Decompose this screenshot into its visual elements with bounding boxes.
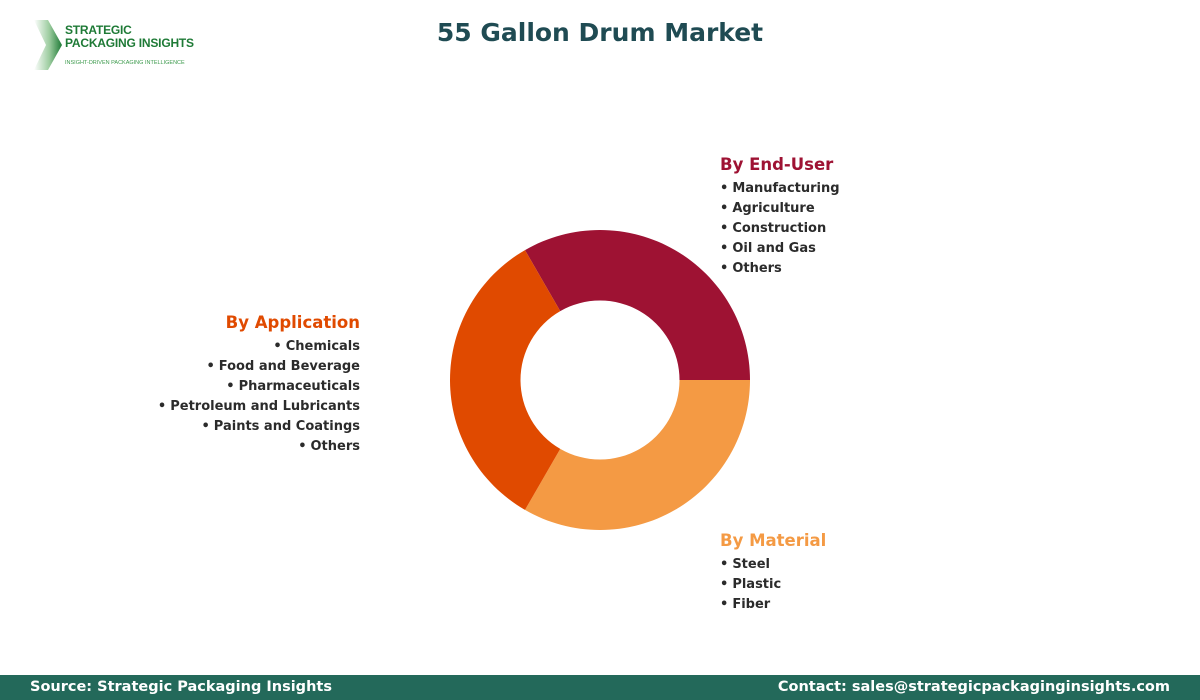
legend-item: • Manufacturing: [720, 179, 840, 199]
legend-heading-application: By Application: [225, 313, 360, 332]
bullet-icon: •: [720, 181, 729, 196]
bullet-icon: •: [298, 439, 307, 454]
donut-segment-by-material: [525, 380, 750, 530]
legend-item: • Fiber: [720, 595, 826, 615]
legend-item-label: Paints and Coatings: [213, 419, 360, 434]
logo-tagline: INSIGHT-DRIVEN PACKAGING INTELLIGENCE: [65, 60, 185, 66]
logo-name: STRATEGIC PACKAGING INSIGHTS: [65, 24, 194, 50]
donut-segment-by-application: [450, 250, 561, 510]
legend-list-material: • Steel • Plastic • Fiber: [720, 555, 826, 615]
legend-item: • Agriculture: [720, 199, 840, 219]
bullet-icon: •: [273, 339, 282, 354]
legend-item-label: Plastic: [732, 577, 782, 592]
donut-segment-by-end-user: [525, 230, 750, 380]
bullet-icon: •: [720, 261, 729, 276]
legend-item-label: Agriculture: [732, 201, 815, 216]
legend-item: • Oil and Gas: [720, 239, 840, 259]
bullet-icon: •: [201, 419, 210, 434]
logo-line-1: STRATEGIC: [65, 23, 132, 37]
legend-item: • Food and Beverage: [158, 357, 360, 377]
legend-group-application: By Application • Chemicals • Food and Bever…: [158, 311, 360, 457]
bullet-icon: •: [720, 241, 729, 256]
legend-item: • Chemicals: [158, 337, 360, 357]
chevron-arrow-icon: [34, 20, 62, 70]
legend-item-label: Chemicals: [285, 339, 360, 354]
footer-contact: Contact: sales@strategicpackaginginsight…: [777, 679, 1170, 695]
bullet-icon: •: [720, 557, 729, 572]
footer-source: Source: Strategic Packaging Insights: [30, 679, 332, 695]
footer-bar: Source: Strategic Packaging Insights Con…: [0, 675, 1200, 700]
legend-item: • Pharmaceuticals: [158, 377, 360, 397]
legend-item-label: Pharmaceuticals: [238, 379, 360, 394]
legend-item-label: Food and Beverage: [218, 359, 360, 374]
bullet-icon: •: [720, 221, 729, 236]
legend-item-label: Steel: [732, 557, 770, 572]
legend-item-label: Others: [310, 439, 361, 454]
legend-item: • Paints and Coatings: [158, 417, 360, 437]
legend-group-material: By Material • Steel • Plastic • Fiber: [720, 529, 826, 615]
legend-item: • Construction: [720, 219, 840, 239]
logo-line-2: PACKAGING INSIGHTS: [65, 36, 194, 50]
legend-list-end-user: • Manufacturing • Agriculture • Construction •…: [720, 179, 840, 279]
legend-list-application: • Chemicals • Food and Beverage • Pharmaceuti…: [158, 337, 360, 457]
legend-item-label: Others: [732, 261, 782, 276]
legend-item-label: Petroleum and Lubricants: [170, 399, 360, 414]
legend-heading-end-user: By End-User: [720, 155, 834, 174]
legend-group-end-user: By End-User • Manufacturing • Agriculture • C…: [720, 153, 840, 279]
legend-item-label: Fiber: [732, 597, 771, 612]
legend-item-label: Construction: [732, 221, 827, 236]
bullet-icon: •: [720, 577, 729, 592]
legend-item: • Others: [158, 437, 360, 457]
bullet-icon: •: [206, 359, 215, 374]
bullet-icon: •: [720, 201, 729, 216]
legend-item: • Steel: [720, 555, 826, 575]
legend-item-label: Oil and Gas: [732, 241, 816, 256]
bullet-icon: •: [720, 597, 729, 612]
legend-item: • Others: [720, 259, 840, 279]
donut-chart: [450, 230, 750, 530]
legend-item: • Plastic: [720, 575, 826, 595]
company-logo: STRATEGIC PACKAGING INSIGHTS INSIGHT-DRI…: [32, 18, 212, 72]
page-title: 55 Gallon Drum Market: [436, 18, 764, 47]
bullet-icon: •: [226, 379, 235, 394]
legend-heading-material: By Material: [720, 531, 827, 550]
legend-item-label: Manufacturing: [732, 181, 840, 196]
bullet-icon: •: [157, 399, 167, 414]
legend-item: • Petroleum and Lubricants: [158, 397, 360, 417]
